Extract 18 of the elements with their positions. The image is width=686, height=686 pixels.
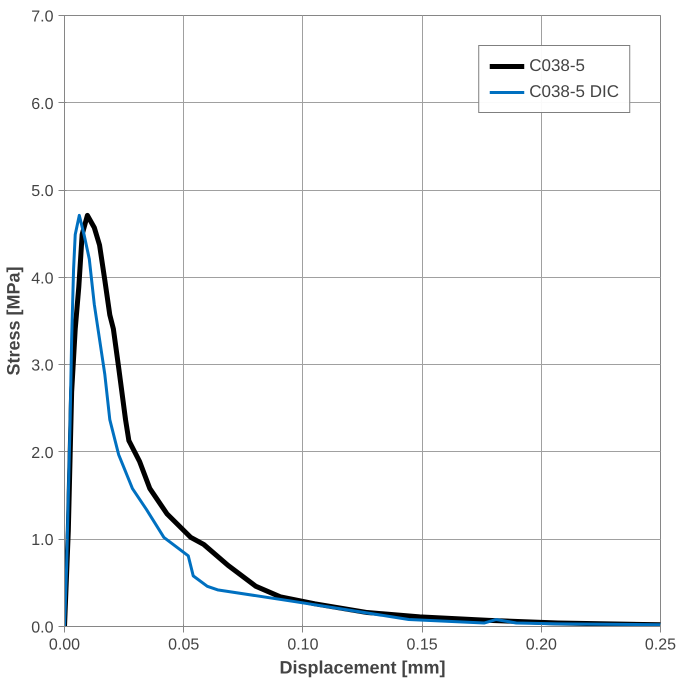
y-tick-label: 5.0 xyxy=(31,183,54,200)
y-tick-label: 1.0 xyxy=(31,532,54,550)
x-tick-label: 0.10 xyxy=(287,636,319,654)
y-axis-title: Stress [MPa] xyxy=(3,266,24,376)
x-tick-label: 0.25 xyxy=(644,636,676,654)
y-tick-label: 6.0 xyxy=(31,96,54,113)
x-tick-label: 0.15 xyxy=(406,636,438,654)
legend-label: C038-5 xyxy=(529,56,585,76)
x-axis-title: Displacement [mm] xyxy=(279,658,446,678)
y-tick-label: 0.0 xyxy=(31,620,54,636)
y-tick-label: 3.0 xyxy=(31,358,54,375)
x-tick-label: 0.00 xyxy=(48,636,80,654)
y-tick-label: 7.0 xyxy=(31,8,54,26)
y-tick-label: 4.0 xyxy=(31,270,54,288)
x-tick-label: 0.05 xyxy=(168,636,200,654)
y-tick-label: 2.0 xyxy=(31,444,54,462)
x-tick-label: 0.20 xyxy=(526,636,557,654)
legend-label: C038-5 DIC xyxy=(529,82,619,102)
